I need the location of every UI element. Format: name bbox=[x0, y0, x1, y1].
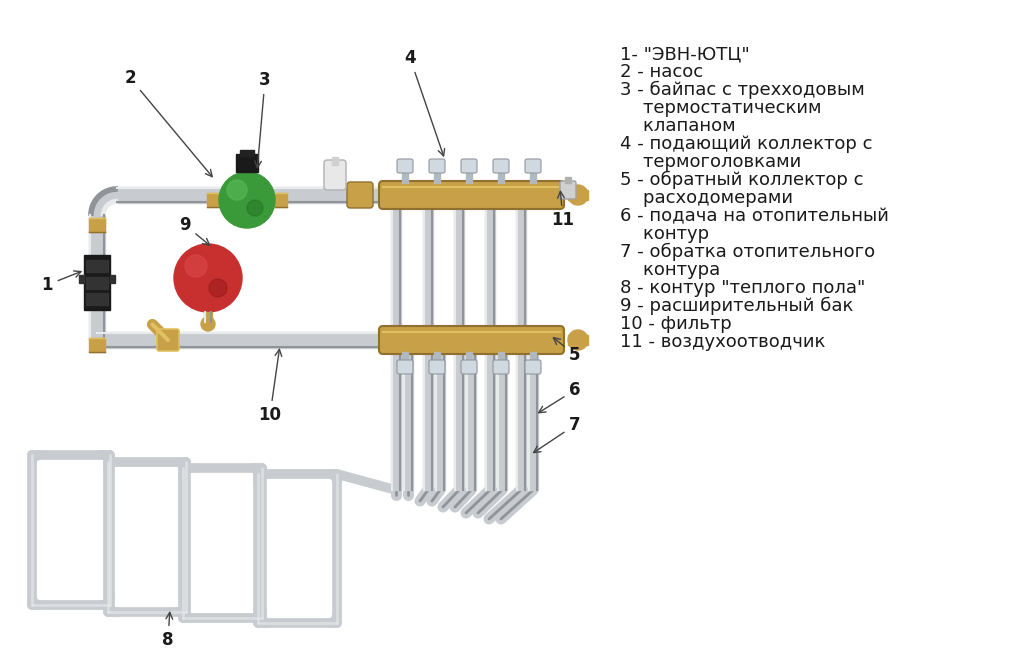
Bar bbox=[79, 275, 84, 283]
Bar bbox=[36, 459, 106, 601]
FancyBboxPatch shape bbox=[379, 181, 564, 209]
Bar bbox=[86, 293, 108, 305]
Bar bbox=[89, 338, 105, 352]
Text: контур: контур bbox=[620, 225, 710, 243]
Text: 7: 7 bbox=[534, 416, 581, 453]
Text: 3: 3 bbox=[255, 71, 270, 167]
Bar bbox=[497, 350, 507, 490]
Circle shape bbox=[247, 200, 263, 216]
FancyBboxPatch shape bbox=[157, 329, 179, 351]
Text: 4 - подающий коллектор с: 4 - подающий коллектор с bbox=[620, 135, 872, 153]
Bar bbox=[204, 312, 212, 322]
Circle shape bbox=[201, 317, 215, 331]
Text: 11: 11 bbox=[552, 191, 574, 229]
Bar bbox=[275, 193, 287, 207]
Circle shape bbox=[219, 172, 275, 228]
Bar bbox=[187, 472, 258, 614]
FancyBboxPatch shape bbox=[347, 182, 373, 208]
Bar bbox=[530, 169, 536, 183]
Bar bbox=[391, 205, 401, 490]
Bar bbox=[89, 218, 105, 232]
FancyBboxPatch shape bbox=[429, 159, 445, 173]
Text: 2 - насос: 2 - насос bbox=[620, 63, 703, 81]
Bar bbox=[466, 350, 476, 490]
Text: термостатическим: термостатическим bbox=[620, 99, 821, 117]
Circle shape bbox=[568, 185, 588, 205]
FancyBboxPatch shape bbox=[493, 159, 509, 173]
Bar bbox=[454, 205, 464, 490]
Bar bbox=[568, 335, 588, 345]
Bar bbox=[84, 255, 110, 310]
FancyBboxPatch shape bbox=[429, 360, 445, 374]
Bar bbox=[423, 205, 433, 490]
Text: 7 - обратка отопительного: 7 - обратка отопительного bbox=[620, 243, 876, 261]
Bar bbox=[86, 260, 108, 272]
Text: 11 - воздухоотводчик: 11 - воздухоотводчик bbox=[620, 333, 825, 351]
Bar bbox=[466, 169, 472, 183]
Bar bbox=[240, 150, 254, 156]
Text: 2: 2 bbox=[124, 69, 212, 177]
FancyBboxPatch shape bbox=[525, 159, 541, 173]
Circle shape bbox=[227, 180, 247, 200]
Bar bbox=[402, 352, 408, 364]
Circle shape bbox=[174, 244, 242, 312]
FancyBboxPatch shape bbox=[560, 181, 575, 199]
FancyBboxPatch shape bbox=[379, 326, 564, 354]
Text: расходомерами: расходомерами bbox=[620, 189, 793, 207]
Text: термоголовками: термоголовками bbox=[620, 153, 801, 171]
FancyBboxPatch shape bbox=[461, 360, 477, 374]
Text: 6 - подача на отопительный: 6 - подача на отопительный bbox=[620, 207, 889, 225]
Bar bbox=[498, 352, 504, 364]
Bar bbox=[434, 169, 440, 183]
Text: 10: 10 bbox=[258, 349, 282, 424]
Text: 8: 8 bbox=[162, 612, 174, 649]
Text: 4: 4 bbox=[404, 49, 444, 156]
Text: 8 - контур "теплого пола": 8 - контур "теплого пола" bbox=[620, 279, 865, 297]
Bar bbox=[485, 205, 495, 490]
FancyBboxPatch shape bbox=[525, 360, 541, 374]
Circle shape bbox=[185, 255, 207, 277]
Bar bbox=[86, 277, 108, 289]
Text: 6: 6 bbox=[539, 381, 581, 413]
Bar bbox=[110, 275, 115, 283]
Bar bbox=[89, 215, 105, 340]
Text: 5 - обратный коллектор с: 5 - обратный коллектор с bbox=[620, 171, 863, 189]
FancyBboxPatch shape bbox=[493, 360, 509, 374]
Text: 10 - фильтр: 10 - фильтр bbox=[620, 315, 732, 333]
Bar bbox=[207, 193, 219, 207]
FancyBboxPatch shape bbox=[324, 160, 346, 190]
Text: 9: 9 bbox=[179, 216, 210, 245]
Bar bbox=[97, 332, 560, 348]
Text: 1: 1 bbox=[41, 271, 81, 294]
Circle shape bbox=[568, 330, 588, 350]
Bar bbox=[565, 177, 571, 183]
Circle shape bbox=[209, 279, 227, 297]
Text: 3 - байпас с трехходовым: 3 - байпас с трехходовым bbox=[620, 81, 864, 100]
Bar bbox=[530, 352, 536, 364]
Text: 5: 5 bbox=[553, 337, 581, 364]
Bar bbox=[262, 478, 333, 619]
Bar bbox=[332, 157, 338, 165]
Text: 9 - расширительный бак: 9 - расширительный бак bbox=[620, 297, 853, 315]
Bar bbox=[516, 205, 526, 490]
Bar bbox=[402, 169, 408, 183]
Text: контура: контура bbox=[620, 261, 720, 279]
Text: 1- "ЭВН-ЮТЦ": 1- "ЭВН-ЮТЦ" bbox=[620, 45, 750, 63]
Text: клапаном: клапаном bbox=[620, 117, 735, 135]
Bar bbox=[528, 350, 538, 490]
FancyBboxPatch shape bbox=[397, 360, 413, 374]
Bar bbox=[435, 350, 445, 490]
Bar bbox=[568, 190, 588, 200]
Bar bbox=[236, 154, 258, 172]
Bar bbox=[112, 466, 182, 608]
Bar bbox=[434, 352, 440, 364]
FancyBboxPatch shape bbox=[397, 159, 413, 173]
Bar bbox=[498, 169, 504, 183]
Bar bbox=[466, 352, 472, 364]
Bar bbox=[117, 187, 560, 203]
FancyBboxPatch shape bbox=[461, 159, 477, 173]
Bar bbox=[403, 350, 413, 490]
